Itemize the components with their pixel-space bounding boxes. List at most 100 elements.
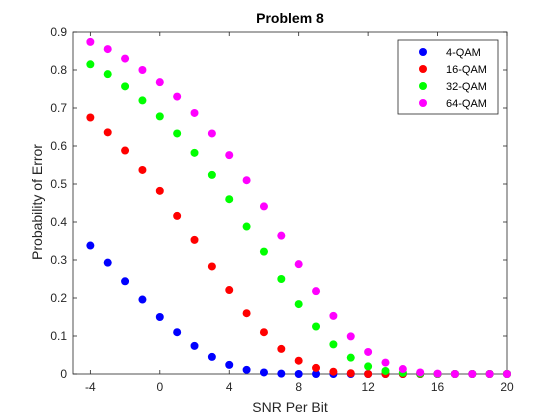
y-tick-label: 0 bbox=[60, 367, 67, 381]
data-point bbox=[259, 368, 268, 377]
data-point bbox=[381, 358, 390, 367]
data-point bbox=[225, 195, 234, 204]
data-point bbox=[450, 370, 459, 378]
data-point bbox=[277, 231, 286, 240]
data-point bbox=[346, 332, 355, 341]
data-point bbox=[138, 66, 147, 74]
data-point bbox=[190, 341, 199, 350]
data-point bbox=[207, 352, 216, 361]
data-point bbox=[503, 370, 511, 378]
data-point bbox=[173, 328, 182, 337]
data-point bbox=[312, 370, 321, 378]
data-point bbox=[277, 275, 286, 283]
data-point bbox=[329, 367, 338, 376]
data-point bbox=[121, 82, 130, 91]
x-tick-label: 0 bbox=[156, 380, 163, 394]
data-point bbox=[173, 129, 182, 138]
legend-label: 64-QAM bbox=[446, 98, 487, 110]
data-point bbox=[121, 146, 130, 155]
data-point bbox=[312, 287, 321, 296]
y-tick-label: 0.2 bbox=[50, 291, 67, 305]
y-tick-label: 0.6 bbox=[50, 139, 67, 153]
data-point bbox=[173, 92, 182, 101]
data-point bbox=[277, 369, 286, 378]
data-point bbox=[381, 366, 390, 375]
data-point bbox=[312, 363, 321, 372]
data-point bbox=[329, 340, 338, 349]
data-point bbox=[207, 129, 216, 138]
data-point bbox=[86, 37, 95, 46]
data-point bbox=[121, 54, 130, 63]
data-point bbox=[242, 309, 251, 318]
data-point bbox=[86, 60, 95, 69]
legend-label: 32-QAM bbox=[446, 81, 487, 93]
data-point bbox=[190, 235, 199, 244]
data-point bbox=[225, 360, 234, 369]
data-point bbox=[294, 300, 303, 309]
x-tick-label: 12 bbox=[361, 380, 375, 394]
data-point bbox=[346, 369, 355, 378]
data-point bbox=[173, 211, 182, 220]
data-point bbox=[468, 370, 477, 378]
data-point bbox=[190, 148, 199, 157]
data-point bbox=[294, 356, 303, 365]
data-point bbox=[312, 322, 321, 331]
legend-label: 4-QAM bbox=[446, 47, 481, 59]
x-tick-label: 4 bbox=[226, 380, 233, 394]
data-point bbox=[398, 365, 407, 374]
data-point bbox=[103, 128, 112, 137]
y-tick-label: 0.1 bbox=[50, 329, 67, 343]
legend-marker bbox=[419, 65, 427, 73]
data-point bbox=[294, 260, 303, 269]
data-point bbox=[138, 96, 147, 105]
y-tick-label: 0.7 bbox=[50, 101, 67, 115]
data-point bbox=[138, 295, 147, 304]
data-point bbox=[259, 328, 268, 337]
data-point bbox=[433, 369, 442, 378]
data-point bbox=[364, 347, 373, 356]
legend: 4-QAM 16-QAM 32-QAM 64-QAM bbox=[397, 39, 499, 115]
data-point bbox=[416, 368, 425, 377]
y-tick-label: 0.8 bbox=[50, 63, 67, 77]
data-point bbox=[225, 286, 234, 295]
legend-marker bbox=[419, 99, 427, 107]
x-tick-label: 8 bbox=[295, 380, 302, 394]
data-point bbox=[277, 344, 286, 353]
x-tick-label: -4 bbox=[85, 380, 96, 394]
data-point bbox=[207, 170, 216, 179]
x-tick-label: 20 bbox=[500, 380, 514, 394]
y-tick-label: 0.4 bbox=[50, 215, 67, 229]
legend-marker bbox=[419, 48, 427, 56]
axis-ticks: -4 0 4 8 12 16 20 0 0.1 0.2 0.3 0.4 0.5 0.6 0.7 0.8 0.9 bbox=[50, 25, 514, 394]
data-point bbox=[294, 370, 303, 378]
data-point bbox=[103, 45, 112, 54]
data-point bbox=[329, 311, 338, 320]
legend-label: 16-QAM bbox=[446, 64, 487, 76]
data-point bbox=[155, 112, 164, 121]
data-point bbox=[103, 258, 112, 267]
data-point bbox=[242, 222, 251, 231]
data-point bbox=[259, 202, 268, 211]
chart-title: Problem 8 bbox=[256, 10, 324, 26]
series-64-qam bbox=[86, 37, 511, 378]
x-tick-label: 16 bbox=[431, 380, 445, 394]
data-point bbox=[190, 108, 199, 117]
y-tick-label: 0.9 bbox=[50, 25, 67, 39]
y-tick-label: 0.5 bbox=[50, 177, 67, 191]
data-point bbox=[364, 362, 373, 371]
data-point bbox=[155, 186, 164, 195]
data-point bbox=[485, 370, 494, 378]
data-point bbox=[346, 353, 355, 362]
data-point bbox=[103, 70, 112, 79]
legend-box bbox=[397, 39, 499, 115]
data-point bbox=[207, 262, 216, 271]
y-tick-label: 0.3 bbox=[50, 253, 67, 267]
y-axis-title: Probability of Error bbox=[29, 144, 45, 260]
data-point bbox=[259, 247, 268, 256]
data-point bbox=[155, 313, 164, 321]
data-point bbox=[86, 113, 95, 122]
legend-marker bbox=[419, 82, 427, 90]
data-point bbox=[138, 165, 147, 174]
data-point bbox=[364, 370, 373, 378]
